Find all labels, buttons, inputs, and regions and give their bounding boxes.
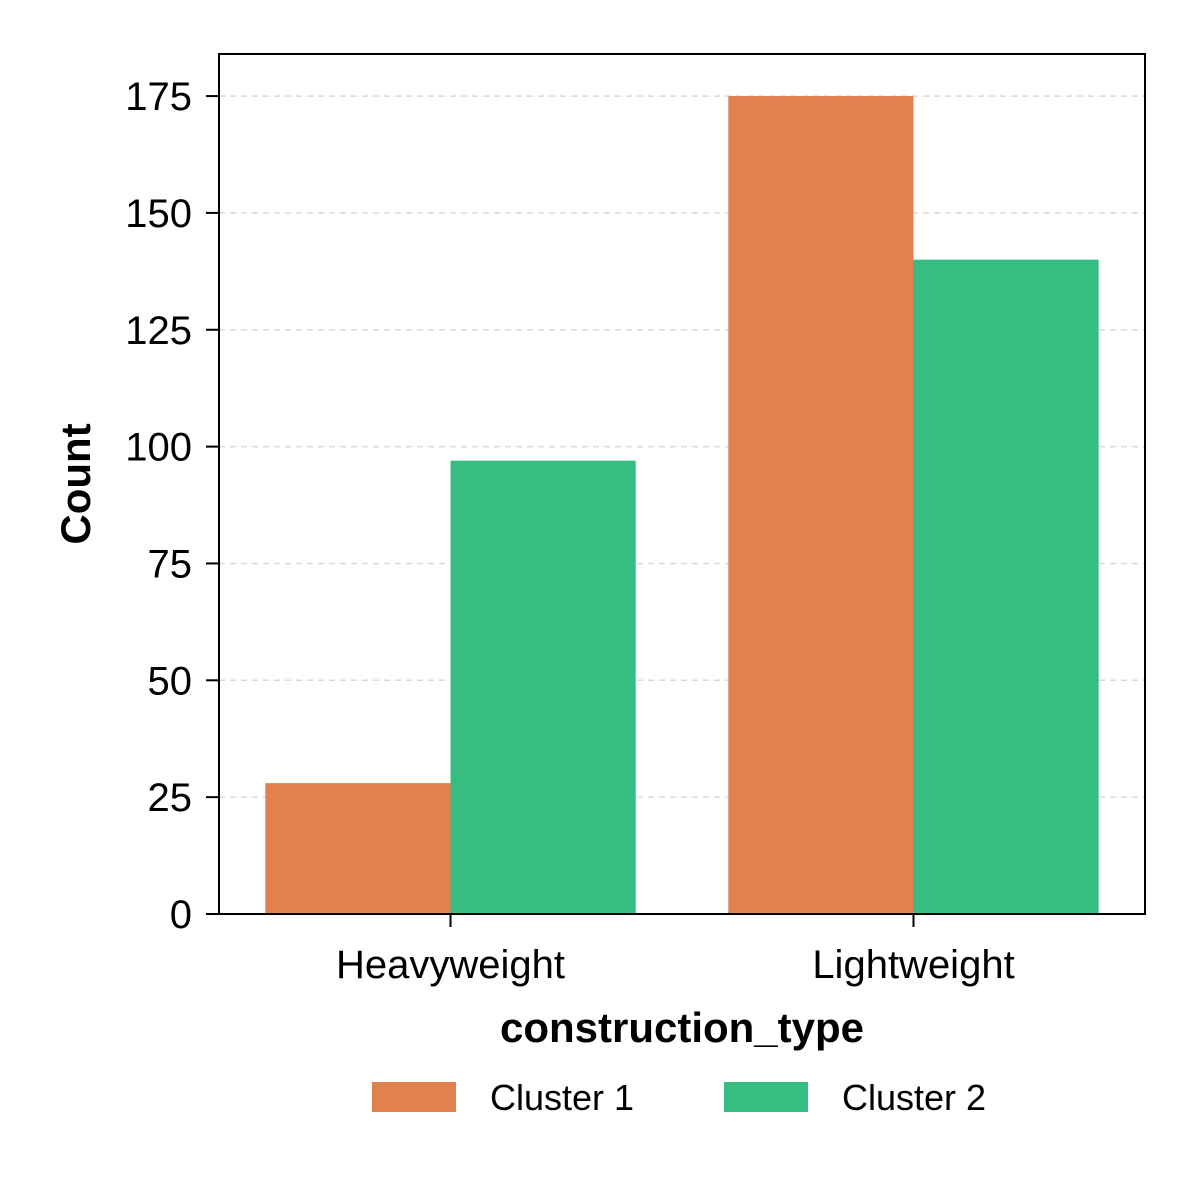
y-tick-label: 100 (125, 426, 192, 470)
bar-cluster-1-lightweight (728, 96, 914, 915)
y-tick-label: 25 (148, 776, 193, 820)
y-axis-title: Count (52, 423, 99, 544)
legend-swatch (372, 1082, 456, 1112)
y-tick-label: 125 (125, 309, 192, 353)
legend-label: Cluster 1 (490, 1077, 634, 1118)
x-axis-title: construction_type (500, 1004, 864, 1051)
y-tick-label: 50 (148, 659, 193, 703)
x-axis-ticks: Heavyweight Lightweight (336, 914, 1015, 987)
bar-cluster-2-lightweight (913, 259, 1099, 914)
bar-cluster-2-heavyweight (450, 460, 636, 914)
bar-cluster-1-heavyweight (265, 783, 451, 914)
x-tick-label: Heavyweight (336, 943, 565, 987)
y-tick-label: 150 (125, 192, 192, 236)
legend: Cluster 1 Cluster 2 (372, 1077, 986, 1118)
gridlines (219, 95, 1145, 798)
y-tick-label: 175 (125, 75, 192, 119)
plot-frame (218, 53, 1146, 915)
y-tick-label: 75 (148, 542, 193, 586)
legend-swatch (724, 1082, 808, 1112)
legend-label: Cluster 2 (842, 1077, 986, 1118)
y-axis-ticks: 0 25 50 75 100 125 150 175 (125, 75, 219, 937)
x-tick-label: Lightweight (812, 943, 1014, 987)
bars (265, 96, 1099, 915)
y-tick-label: 0 (170, 893, 192, 937)
